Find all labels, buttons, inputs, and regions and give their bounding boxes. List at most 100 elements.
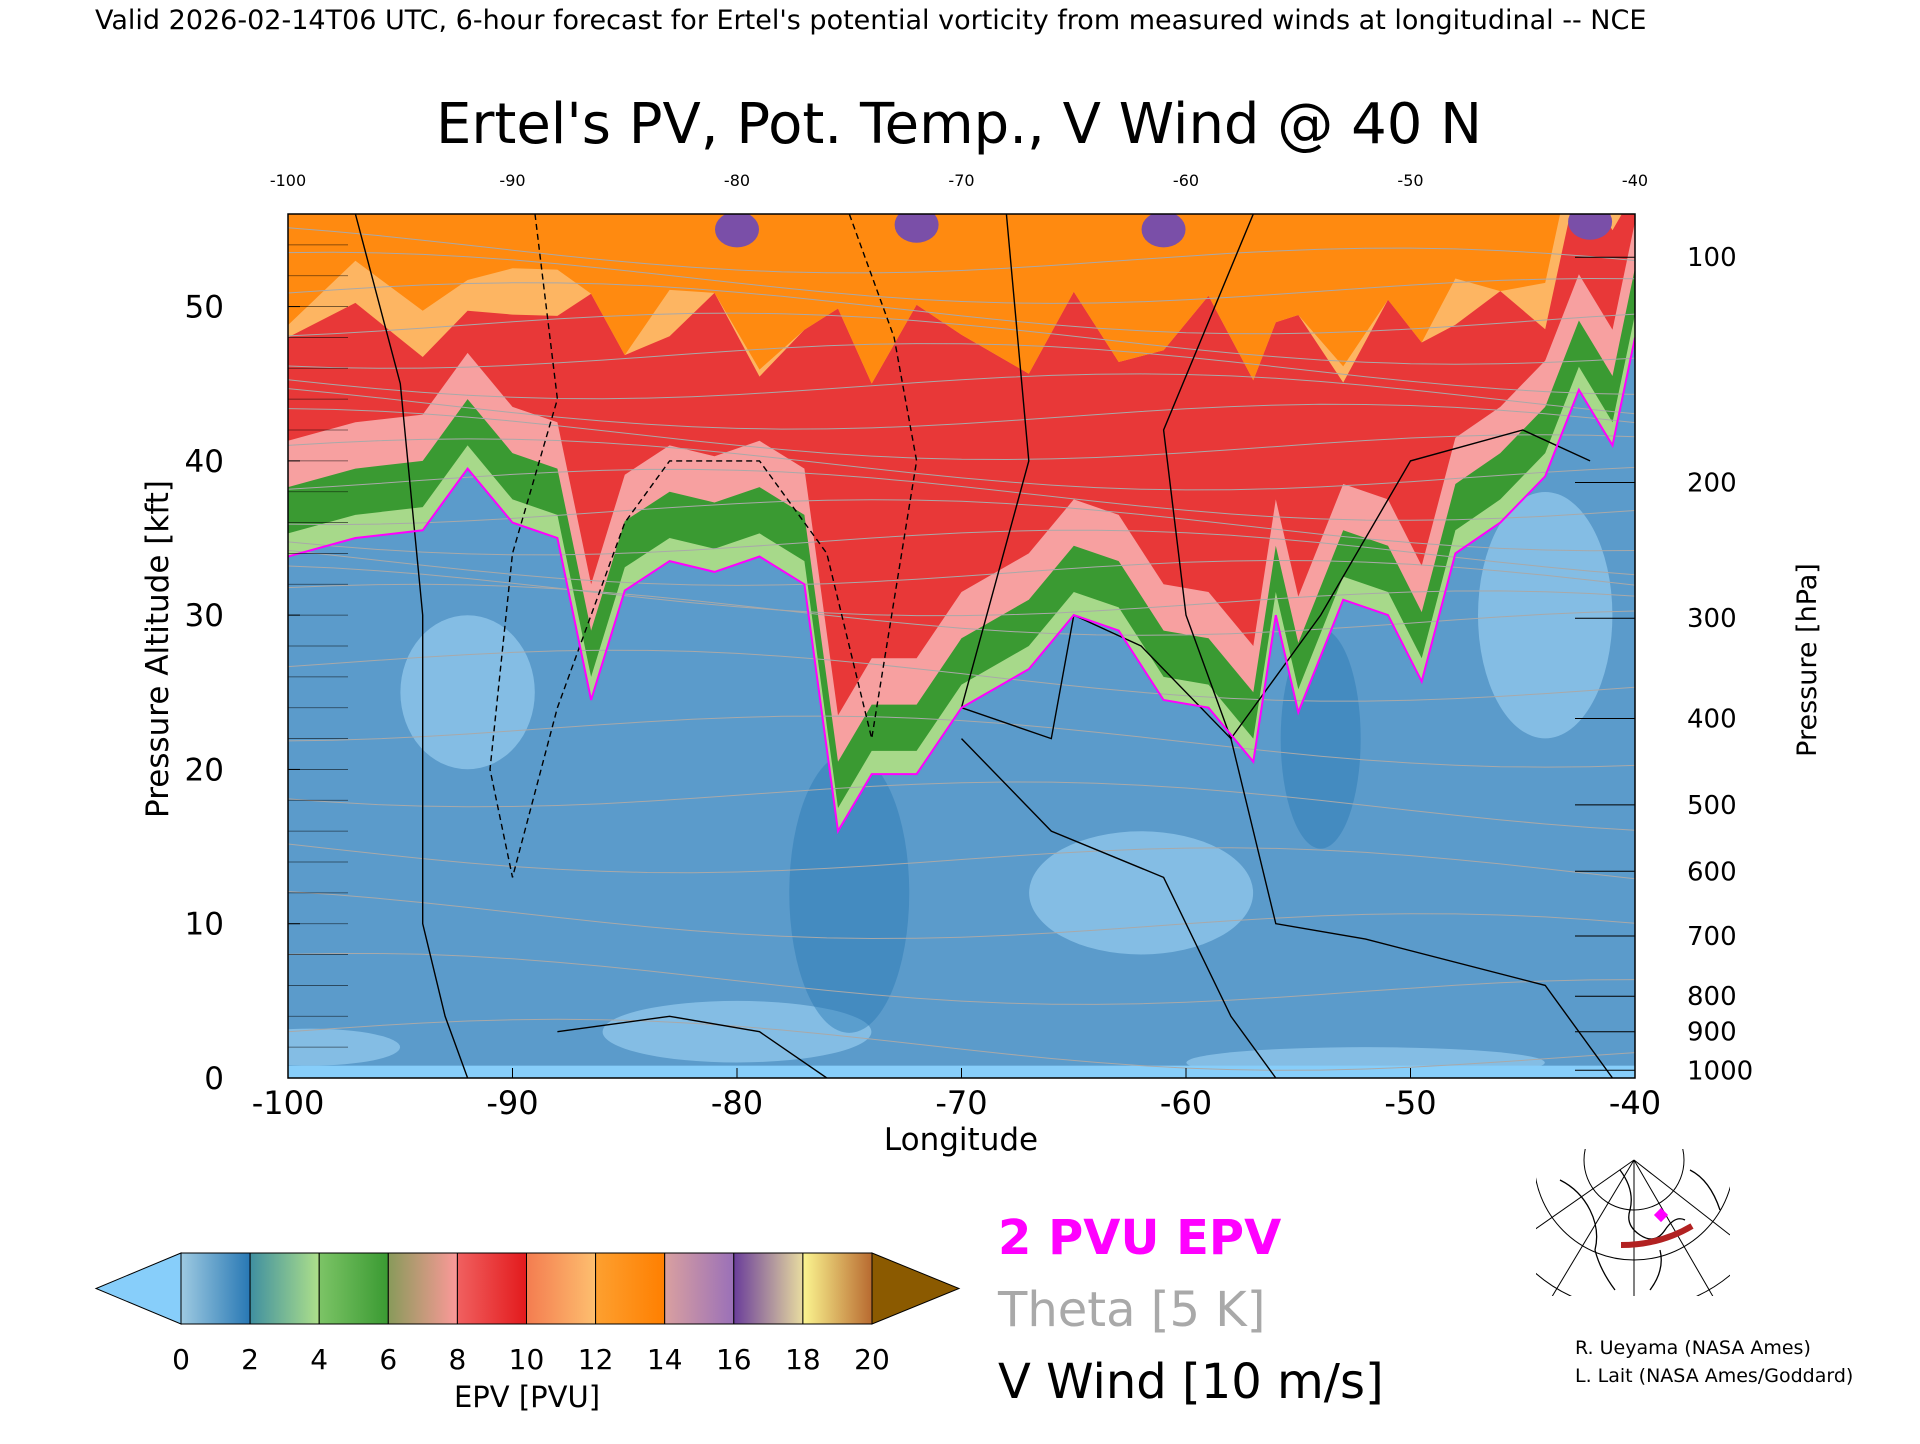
colorbar: 0 2 4 6 8 10 12 14 16 18 20 (94, 1252, 961, 1376)
colorbar-segment (595, 1252, 666, 1325)
theta-contour (288, 468, 1635, 521)
colorbar-tick-label: 10 (509, 1343, 545, 1376)
y-axis-label: Pressure Altitude [kft] (140, 480, 176, 818)
pressure-tick-label: 500 (1687, 791, 1737, 821)
x-tick-label-top: -90 (499, 171, 525, 190)
colorbar-tick-label: 14 (647, 1343, 683, 1376)
wind-contour (1162, 214, 1614, 1078)
colorbar-segment (526, 1252, 597, 1325)
colorbar-segment (249, 1252, 320, 1325)
wind-contour (960, 214, 1591, 740)
pv-field-high-patch (715, 214, 759, 248)
colorbar-above-triangle (871, 1252, 961, 1325)
colorbar-tick-label: 18 (785, 1343, 821, 1376)
theta-contour (288, 499, 1635, 552)
wind-contour (489, 214, 918, 878)
theta-contour (288, 565, 1635, 617)
pressure-tick-label: 200 (1687, 468, 1737, 498)
colorbar-tick-label: 6 (379, 1343, 397, 1376)
colorbar-segment (387, 1252, 458, 1325)
colorbar-segment (318, 1252, 389, 1325)
colorbar-tick-label: 8 (448, 1343, 466, 1376)
credit-line-2: L. Lait (NASA Ames/Goddard) (1575, 1365, 1853, 1387)
credit-line-1: R. Ueyama (NASA Ames) (1575, 1337, 1811, 1359)
theta-contour (288, 227, 1635, 274)
x-axis-label: Longitude (884, 1122, 1038, 1158)
legend-pv: 2 PVU EPV (998, 1210, 1281, 1266)
y-tick-label: 50 (185, 290, 224, 326)
x-tick-label-top: -40 (1622, 171, 1648, 190)
colorbar-tick-label: 2 (241, 1343, 259, 1376)
y-tick-label: 20 (185, 752, 224, 788)
pressure-tick-label: 400 (1687, 705, 1737, 735)
colorbar-below-triangle (94, 1252, 182, 1325)
legend-wind: V Wind [10 m/s] (998, 1354, 1384, 1410)
wind-contour (960, 738, 1277, 1078)
theta-contour (288, 891, 1635, 940)
theta-contour (288, 843, 1635, 880)
theta-contour (288, 953, 1635, 1005)
x-tick-label: -70 (935, 1084, 987, 1122)
x-axis-top: -100 -90 -80 -70 -60 -50 -40 (270, 171, 1648, 190)
x-tick-label: -60 (1160, 1084, 1212, 1122)
pressure-tick-label: 300 (1687, 604, 1737, 634)
theta-contour (288, 282, 1635, 335)
y-tick-label: 40 (185, 444, 224, 480)
x-tick-label-top: -50 (1397, 171, 1423, 190)
colorbar-label: EPV [PVU] (454, 1380, 600, 1414)
pv2-contour (288, 337, 1635, 835)
locator-map (1534, 1148, 1730, 1296)
theta-contour (288, 1018, 1635, 1071)
legend-theta: Theta [5 K] (997, 1282, 1266, 1338)
pressure-tick-label: 700 (1687, 922, 1737, 952)
x-tick-label-top: -80 (724, 171, 750, 190)
theta-contour (288, 408, 1635, 461)
x-tick-label-top: -100 (270, 171, 306, 190)
x-tick-label: -50 (1384, 1084, 1436, 1122)
chart-title: Ertel's PV, Pot. Temp., V Wind @ 40 N (436, 92, 1482, 157)
map-coastline (1559, 1169, 1721, 1291)
theta-contour (288, 649, 1635, 702)
top-caption: Valid 2026-02-14T06 UTC, 6-hour forecast… (95, 5, 1646, 36)
x-tick-label-top: -70 (948, 171, 974, 190)
pv-field-high-patch (1141, 214, 1186, 248)
theta-contour (288, 529, 1635, 576)
wind-contour (354, 214, 469, 1078)
colorbar-segment (733, 1252, 804, 1325)
colorbar-tick-label: 4 (310, 1343, 328, 1376)
pv-field-high-patch (894, 214, 939, 243)
theta-contour (288, 715, 1635, 768)
x-tick-label: -40 (1609, 1084, 1661, 1122)
y-axis-left: 0 10 20 30 40 50 (185, 244, 348, 1097)
wind-contour (557, 1015, 828, 1078)
y-tick-label: 30 (185, 598, 224, 634)
y-axis-right-label: Pressure [hPa] (1792, 563, 1823, 757)
map-marker (1653, 1207, 1669, 1223)
colorbar-tick-label: 12 (578, 1343, 614, 1376)
y-axis-right: 100 200 300 400 500 600 700 800 900 1000 (1575, 243, 1753, 1086)
x-axis-bottom: -100 -90 -80 -70 -60 -50 -40 (252, 1068, 1661, 1122)
pv-field-low-patch (1029, 831, 1254, 955)
theta-contour (288, 549, 1635, 586)
colorbar-tick-label: 0 (172, 1343, 190, 1376)
map-cross-section-arc (1620, 1223, 1694, 1248)
plot-area (288, 214, 1635, 1078)
theta-contour (288, 251, 1635, 304)
colorbar-tick-label: 20 (854, 1343, 890, 1376)
pv-field-low-patch (1478, 491, 1613, 739)
theta-contour (288, 438, 1635, 491)
theta-contour (288, 343, 1635, 395)
y-tick-label: 10 (185, 907, 224, 943)
x-tick-label-top: -60 (1173, 171, 1199, 190)
pressure-tick-label: 600 (1687, 857, 1737, 887)
colorbar-segment (664, 1252, 735, 1325)
pressure-tick-label: 1000 (1687, 1056, 1753, 1086)
pv-field-dark-patch (789, 752, 910, 1033)
x-tick-label: -90 (486, 1084, 538, 1122)
colorbar-segment (456, 1252, 527, 1325)
theta-contour (288, 388, 1635, 430)
pressure-tick-label: 800 (1687, 982, 1737, 1012)
theta-contour (288, 373, 1635, 415)
pv-field-low-patch (400, 615, 535, 770)
